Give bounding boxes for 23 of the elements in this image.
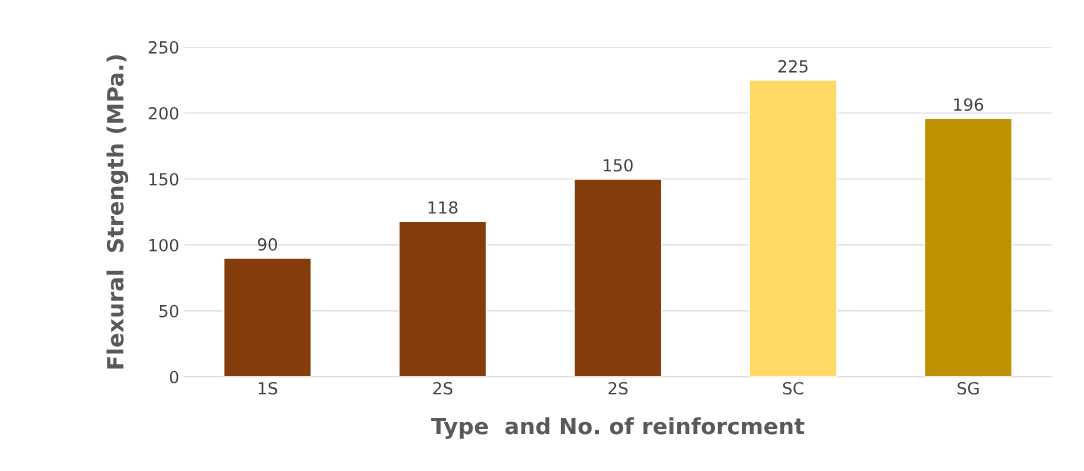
bar	[573, 178, 663, 377]
y-tick-label: 100	[149, 238, 179, 252]
x-tick-label: 2S	[608, 381, 628, 395]
bar	[398, 220, 488, 377]
x-axis-title: Type and No. of reinforcment	[431, 417, 805, 439]
y-tick-label: 150	[149, 172, 179, 186]
data-label: 225	[778, 60, 808, 73]
y-axis-title: Flexural Strength (MPa.)	[106, 55, 129, 369]
x-tick-label: 1S	[258, 381, 278, 395]
x-tick-label: SG	[957, 381, 979, 395]
data-label: 196	[954, 98, 984, 111]
data-label: 90	[257, 238, 277, 251]
x-tick-label: 2S	[433, 381, 453, 395]
data-label: 150	[603, 158, 633, 172]
y-tick-label: 0	[169, 370, 179, 384]
bar	[223, 257, 312, 377]
y-tick-label: 50	[159, 304, 179, 318]
y-tick-label: 250	[148, 41, 179, 54]
data-label: 118	[428, 201, 458, 214]
y-tick-label: 200	[148, 107, 179, 120]
bar	[748, 79, 838, 377]
x-tick-label: SC	[783, 381, 804, 395]
bar	[923, 117, 1013, 377]
